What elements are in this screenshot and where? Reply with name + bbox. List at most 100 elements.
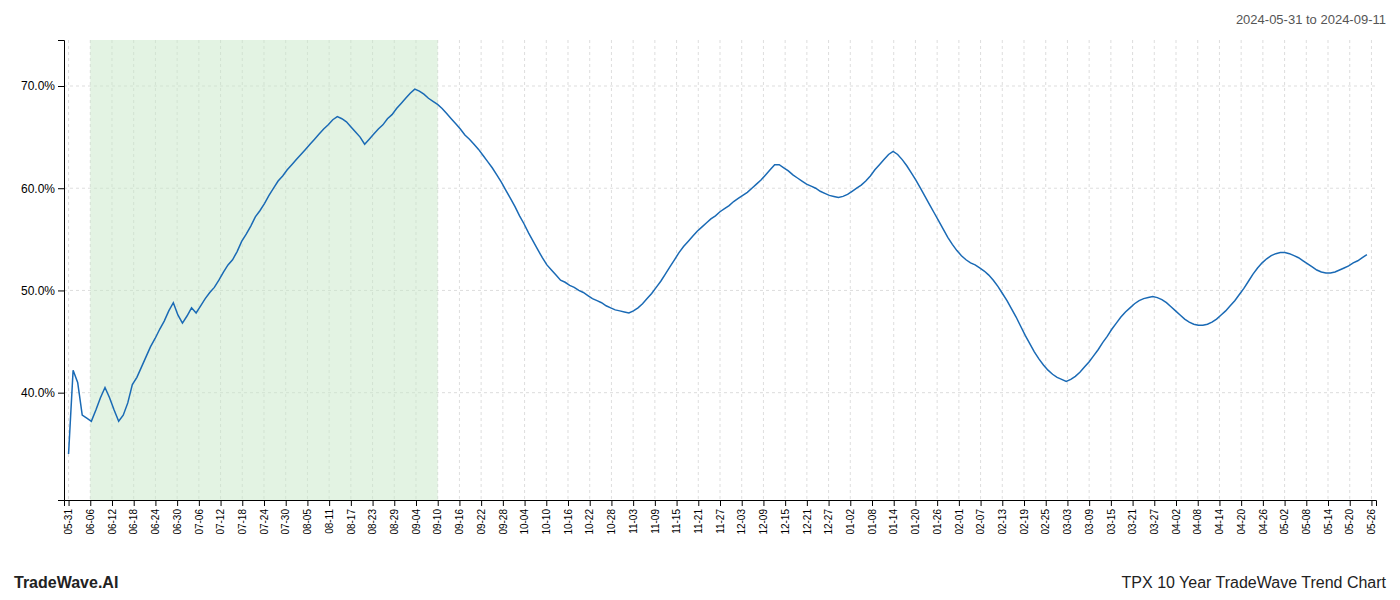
x-tick: 03-03	[1062, 500, 1073, 535]
x-tick-label: 04-20	[1236, 509, 1247, 535]
x-tick: 12-15	[780, 500, 791, 535]
marks	[69, 40, 1367, 500]
x-tick-label: 05-20	[1344, 509, 1355, 535]
grid-line-x	[1067, 40, 1068, 500]
x-tick-label: 07-24	[259, 509, 270, 535]
x-tick-label: 08-23	[367, 509, 378, 535]
x-tick: 08-05	[302, 500, 313, 535]
x-tick-mark	[568, 500, 569, 506]
x-tick-label: 04-14	[1214, 509, 1225, 535]
x-tick-mark	[720, 500, 721, 506]
x-tick: 02-13	[997, 500, 1008, 535]
x-tick-mark	[1350, 500, 1351, 506]
x-tick-label: 02-01	[954, 509, 965, 535]
grid-line-x	[611, 40, 612, 500]
x-tick-label: 11-21	[693, 509, 704, 534]
x-tick-label: 08-17	[346, 509, 357, 535]
grid-line-x	[1176, 40, 1177, 500]
subtitle: 2024-05-31 to 2024-09-11	[1236, 12, 1386, 27]
x-tick-label: 11-27	[715, 509, 726, 534]
x-tick-mark	[112, 500, 113, 506]
x-tick-label: 10-04	[519, 509, 530, 535]
x-tick-mark	[416, 500, 417, 506]
x-tick-mark	[1263, 500, 1264, 506]
y-tick: 70.0%	[21, 79, 64, 93]
x-tick-mark	[1024, 500, 1025, 506]
x-tick-label: 09-10	[432, 509, 443, 535]
grid-line-x	[850, 40, 851, 500]
x-tick-mark	[1371, 500, 1372, 506]
x-tick-mark	[286, 500, 287, 506]
x-tick-mark	[481, 500, 482, 506]
x-tick-mark	[850, 500, 851, 506]
x-tick-label: 12-09	[758, 509, 769, 535]
grid-line-x	[502, 40, 503, 500]
grid-line-x	[763, 40, 764, 500]
x-tick-mark	[90, 500, 91, 506]
x-tick: 08-17	[346, 500, 357, 535]
y-tick-label: 50.0%	[21, 284, 55, 298]
x-tick-mark	[221, 500, 222, 506]
grid-line-x	[654, 40, 655, 500]
x-tick: 04-02	[1171, 500, 1182, 535]
x-tick-mark	[655, 500, 656, 506]
x-tick: 04-26	[1258, 500, 1269, 535]
grid-line-x	[1219, 40, 1220, 500]
y-tick: 40.0%	[21, 386, 64, 400]
grid-line-x	[567, 40, 568, 500]
x-tick-label: 01-02	[845, 509, 856, 535]
grid-line-x	[1089, 40, 1090, 500]
x-tick-label: 05-14	[1323, 509, 1334, 535]
x-tick-label: 06-12	[107, 509, 118, 535]
x-tick-mark	[1198, 500, 1199, 506]
x-tick: 05-02	[1279, 500, 1290, 535]
x-tick: 03-15	[1106, 500, 1117, 535]
x-tick-label: 03-21	[1127, 509, 1138, 535]
x-tick-label: 04-26	[1258, 509, 1269, 535]
x-tick-mark	[894, 500, 895, 506]
x-tick: 09-04	[411, 500, 422, 535]
x-tick-mark	[307, 500, 308, 506]
x-tick-mark	[264, 500, 265, 506]
x-tick-mark	[242, 500, 243, 506]
grid-line-x	[720, 40, 721, 500]
x-tick-mark	[1154, 500, 1155, 506]
x-tick-mark	[959, 500, 960, 506]
x-tick: 10-22	[584, 500, 595, 535]
y-tick-mark	[58, 393, 64, 394]
x-tick-mark	[1002, 500, 1003, 506]
x-tick-label: 04-08	[1192, 509, 1203, 535]
x-tick-label: 11-09	[650, 509, 661, 534]
x-tick: 07-30	[280, 500, 291, 535]
x-tick-label: 03-09	[1084, 509, 1095, 535]
x-tick-label: 10-28	[606, 509, 617, 535]
y-axis: 40.0%50.0%60.0%70.0%	[21, 41, 65, 501]
grid-line-x	[1024, 40, 1025, 500]
title: TPX 10 Year TradeWave Trend Chart	[1122, 574, 1387, 591]
x-tick-mark	[915, 500, 916, 506]
grid-line-x	[872, 40, 873, 500]
x-tick-mark	[1306, 500, 1307, 506]
grid-line-x	[546, 40, 547, 500]
grid-line-x	[1002, 40, 1003, 500]
x-tick-mark	[1285, 500, 1286, 506]
grid-line-x	[1110, 40, 1111, 500]
x-tick-label: 02-25	[1040, 509, 1051, 535]
x-axis-line	[65, 501, 1377, 507]
x-tick: 12-21	[802, 500, 813, 535]
chart-svg: 05-3106-0606-1206-1806-2406-3007-0607-12…	[0, 0, 1400, 600]
x-tick: 07-24	[259, 500, 270, 535]
x-tick-label: 02-19	[1019, 509, 1030, 535]
x-tick-mark	[1328, 500, 1329, 506]
x-tick-mark	[590, 500, 591, 506]
x-tick: 03-27	[1149, 500, 1160, 535]
x-tick-label: 06-24	[150, 509, 161, 535]
grid-line-x	[698, 40, 699, 500]
x-tick-label: 07-12	[215, 509, 226, 535]
x-tick-mark	[677, 500, 678, 506]
x-tick: 01-26	[932, 500, 943, 535]
line	[69, 89, 1367, 454]
x-tick-mark	[1219, 500, 1220, 506]
x-tick: 11-27	[715, 500, 726, 534]
x-tick: 05-31	[63, 500, 74, 535]
